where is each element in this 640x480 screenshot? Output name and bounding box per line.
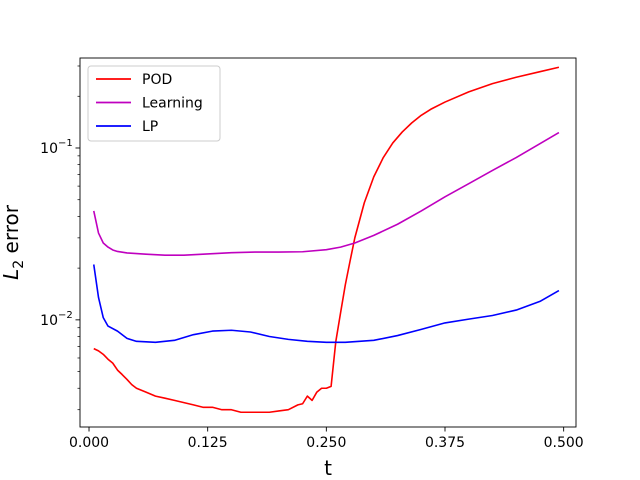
series-line-pod bbox=[93, 66, 560, 414]
series-line-lp bbox=[92, 264, 560, 344]
legend-label-pod: POD bbox=[142, 72, 172, 88]
y-tick-label-exponent: −2 bbox=[58, 310, 73, 321]
plot-frame bbox=[79, 57, 577, 428]
y-tick-label-exponent: −1 bbox=[58, 138, 73, 149]
x-tick-label: 0.250 bbox=[306, 435, 346, 451]
legend: POD Learning LP bbox=[87, 65, 221, 142]
x-axis-label: t bbox=[324, 456, 332, 480]
legend-label-learning: Learning bbox=[142, 96, 203, 112]
y-axis-label-rest: error bbox=[0, 204, 23, 260]
y-tick-label-base: 10 bbox=[40, 313, 58, 329]
plot-area bbox=[92, 66, 560, 414]
series-line-learning bbox=[92, 131, 560, 256]
legend-label-lp: LP bbox=[142, 119, 158, 135]
y-axis-label-subscript: 2 bbox=[11, 260, 27, 269]
x-tick-label: 0.125 bbox=[188, 435, 228, 451]
x-tick-label: 0.500 bbox=[544, 435, 584, 451]
y-tick-label-base: 10 bbox=[40, 141, 58, 157]
y-axis-label-base: L bbox=[0, 269, 23, 280]
y-tick-label: 10 −1 bbox=[40, 138, 73, 157]
legend-box bbox=[87, 65, 221, 142]
x-tick-label: 0.000 bbox=[69, 435, 109, 451]
y-axis-label: L2 error bbox=[0, 204, 27, 280]
x-tick-label: 0.375 bbox=[425, 435, 465, 451]
y-tick-label: 10 −2 bbox=[40, 310, 73, 329]
